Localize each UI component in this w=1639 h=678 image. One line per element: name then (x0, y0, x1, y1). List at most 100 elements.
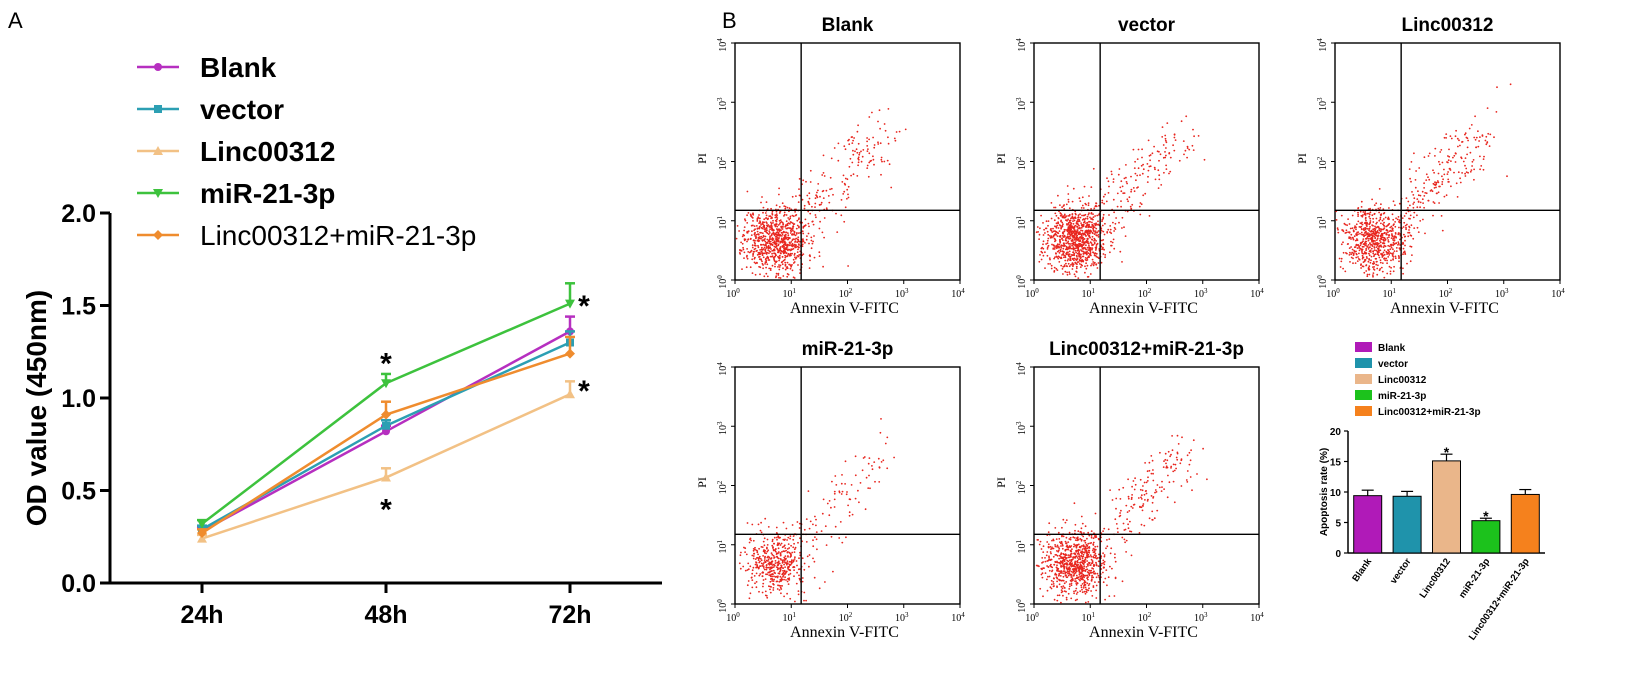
event-dot (1386, 272, 1389, 275)
event-dot (1081, 239, 1084, 242)
event-dot (786, 255, 789, 258)
event-dot (818, 587, 821, 590)
event-dot (1056, 269, 1059, 271)
event-dot (1075, 262, 1078, 265)
event-dot (764, 263, 766, 265)
event-dot (786, 551, 789, 554)
event-dot (1063, 215, 1066, 217)
event-dot (1371, 262, 1374, 265)
event-dot (1091, 225, 1094, 227)
event-dot (1093, 242, 1096, 245)
event-dot (874, 480, 876, 483)
event-dot (785, 549, 787, 552)
event-dot (1068, 227, 1070, 230)
event-dot (1074, 553, 1076, 555)
event-dot (1046, 254, 1049, 257)
event-dot (761, 236, 764, 239)
event-dot (766, 566, 768, 569)
event-dot (1466, 153, 1468, 156)
event-dot (1061, 544, 1064, 547)
event-dot (1126, 198, 1129, 201)
event-dot (1044, 560, 1047, 563)
event-dot (866, 164, 869, 167)
event-dot (1124, 541, 1126, 544)
event-dot (1139, 213, 1142, 216)
event-dot (1109, 231, 1111, 234)
event-dot (1048, 522, 1051, 525)
event-dot (1419, 206, 1421, 209)
event-dot (1076, 221, 1078, 223)
event-dot (1050, 217, 1053, 220)
event-dot (1393, 235, 1395, 238)
event-dot (1053, 248, 1056, 250)
event-dot (1402, 247, 1405, 250)
x-tick-label: miR-21-3p (1457, 556, 1492, 600)
event-dot (775, 223, 777, 226)
event-dot (1086, 553, 1089, 556)
event-dot (782, 569, 784, 572)
event-dot (1068, 250, 1071, 253)
event-dot (1115, 507, 1117, 510)
event-dot (785, 214, 788, 216)
event-dot (1119, 186, 1122, 189)
event-dot (1367, 232, 1369, 234)
event-dot (1105, 200, 1108, 203)
event-dot (777, 542, 779, 545)
event-dot (753, 241, 756, 244)
event-dot (780, 542, 783, 545)
event-dot (1081, 570, 1083, 573)
event-dot (814, 202, 817, 205)
event-dot (1078, 568, 1081, 571)
event-dot (1086, 233, 1089, 236)
event-dot (1421, 198, 1424, 201)
event-dot (771, 540, 774, 543)
event-dot (1436, 180, 1439, 182)
event-dot (1135, 179, 1137, 182)
event-dot (1049, 551, 1052, 553)
event-dot (1357, 256, 1359, 258)
event-dot (1076, 223, 1078, 225)
event-dot (1072, 246, 1075, 249)
event-dot (1442, 178, 1444, 181)
event-dot (1375, 246, 1378, 249)
y-axis-title: PI (994, 153, 1008, 164)
event-dot (746, 257, 749, 260)
event-dot (780, 231, 783, 234)
event-dot (803, 562, 806, 565)
event-dot (763, 218, 766, 221)
event-dot (1457, 171, 1460, 174)
event-dot (1059, 241, 1062, 244)
event-dot (1047, 237, 1050, 240)
event-dot (852, 139, 854, 142)
event-dot (783, 560, 786, 562)
event-dot (1481, 134, 1484, 137)
event-dot (762, 567, 765, 569)
event-dot (792, 215, 795, 218)
event-dot (1167, 450, 1170, 453)
event-dot (1478, 140, 1480, 142)
event-dot (1450, 185, 1452, 188)
event-dot (1368, 227, 1371, 230)
event-dot (1081, 196, 1084, 199)
event-dot (1130, 496, 1133, 499)
event-dot (786, 224, 789, 227)
event-dot (1040, 258, 1043, 261)
event-dot (1384, 216, 1387, 219)
event-dot (1060, 565, 1063, 568)
event-dot (1373, 204, 1376, 207)
event-dot (752, 566, 755, 569)
event-dot (1048, 555, 1050, 558)
event-dot (758, 590, 760, 593)
event-dot (1162, 466, 1165, 468)
event-dot (1094, 556, 1097, 559)
event-dot (1102, 195, 1105, 198)
event-dot (824, 525, 827, 528)
event-dot (806, 555, 809, 558)
event-dot (790, 544, 792, 547)
event-dot (793, 548, 796, 551)
event-dot (1165, 141, 1168, 144)
event-dot (1464, 132, 1467, 135)
event-dot (761, 239, 764, 242)
event-dot (1368, 252, 1370, 255)
y-tick-label: 101 (1316, 216, 1329, 230)
